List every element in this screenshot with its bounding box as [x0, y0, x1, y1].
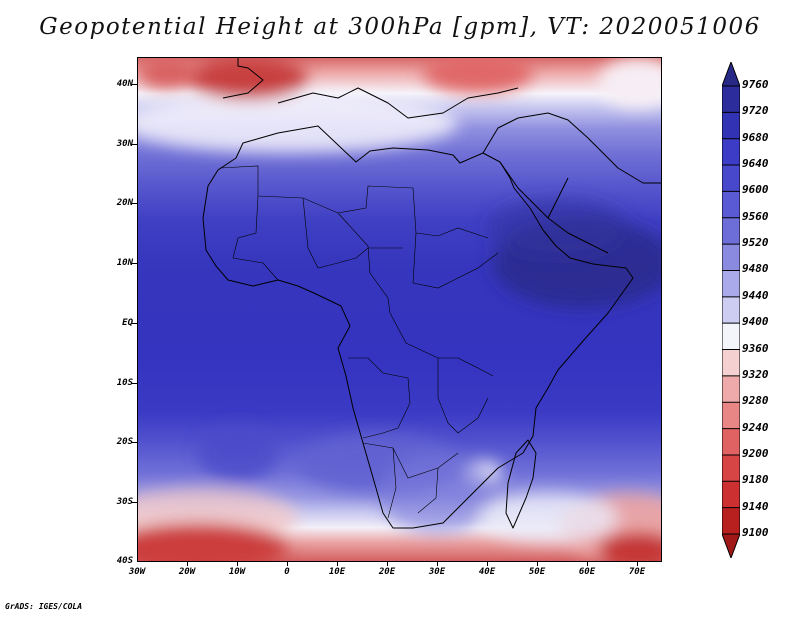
- colorbar-segment: [722, 428, 740, 456]
- middle-east-coastline: [482, 112, 661, 184]
- africa-coastline: [202, 125, 634, 529]
- lon-tick-label: 20W: [178, 567, 196, 577]
- colorbar-segment: [722, 112, 740, 140]
- colorbar-segment: [722, 481, 740, 509]
- colorbar: [722, 62, 740, 558]
- lat-tick-label: 20S: [116, 437, 133, 447]
- colorbar-level-label: 9560: [742, 209, 769, 223]
- colorbar-level-label: 9680: [742, 130, 769, 144]
- lon-tick-label: 10E: [328, 567, 346, 577]
- madagascar-coastline: [505, 439, 537, 529]
- height-field-features: [138, 58, 661, 561]
- colorbar-segment: [722, 454, 740, 482]
- lon-tick-label: 40E: [478, 567, 496, 577]
- geopotential-map: [138, 58, 661, 561]
- colorbar-level-label: 9640: [742, 157, 769, 171]
- map-title: Geopotential Height at 300hPa [gpm], VT:…: [39, 14, 761, 40]
- iberia-coastline: [222, 58, 264, 99]
- colorbar-segment: [722, 375, 740, 403]
- colorbar-segment: [722, 507, 740, 535]
- colorbar-segment: [722, 349, 740, 377]
- lat-tick-label: 10S: [116, 378, 133, 388]
- lon-tick-label: 20E: [378, 567, 396, 577]
- colorbar-bottom-arrow: [722, 534, 740, 558]
- mediterranean-coastline: [277, 87, 519, 119]
- lat-tick-label: 40S: [116, 556, 133, 566]
- colorbar-level-label: 9100: [742, 526, 769, 539]
- lon-tick-label: 10W: [228, 567, 246, 577]
- colorbar-level-label: 9240: [742, 420, 769, 434]
- coastlines: [202, 58, 661, 529]
- colorbar-segment: [722, 323, 740, 351]
- colorbar-level-label: 9280: [742, 394, 769, 408]
- colorbar-segment: [722, 138, 740, 166]
- lon-tick-label: 60E: [578, 567, 596, 577]
- country-borders: [219, 165, 499, 519]
- colorbar-segment: [722, 86, 740, 113]
- colorbar-level-label: 9360: [742, 341, 769, 355]
- lon-tick-label: 30E: [428, 567, 446, 577]
- lat-tick-label: 20N: [116, 198, 133, 208]
- colorbar-segment: [722, 244, 740, 271]
- colorbar-level-label: 9320: [742, 367, 769, 381]
- colorbar-level-label: 9200: [742, 446, 769, 460]
- lon-tick-label: 30W: [128, 567, 146, 577]
- colorbar-segments: [722, 62, 740, 558]
- lat-tick-label: 30N: [116, 139, 133, 149]
- colorbar-segment: [722, 165, 740, 192]
- colorbar-level-label: 9400: [742, 315, 769, 329]
- lon-tick-label: 0: [284, 567, 290, 577]
- colorbar-segment: [722, 217, 740, 245]
- persian-gulf-coast: [547, 177, 569, 219]
- lat-tick-label: 30S: [116, 497, 133, 507]
- colorbar-level-label: 9440: [742, 288, 769, 302]
- colorbar-segment: [722, 270, 740, 298]
- colorbar-segment: [722, 296, 740, 324]
- lon-tick-label: 50E: [528, 567, 546, 577]
- lon-tick-label: 70E: [628, 567, 646, 577]
- grads-credit: GrADS: IGES/COLA: [5, 602, 83, 611]
- colorbar-outline: [722, 62, 740, 558]
- colorbar-level-label: 9140: [742, 499, 769, 513]
- colorbar-top-arrow: [722, 62, 740, 86]
- map-plot-area: [137, 57, 662, 562]
- colorbar-level-label: 9480: [742, 262, 769, 276]
- lat-tick-label: EQ: [122, 318, 133, 328]
- colorbar-segment: [722, 191, 740, 219]
- colorbar-level-label: 9520: [742, 236, 769, 250]
- colorbar-level-label: 9600: [742, 183, 769, 197]
- colorbar-level-label: 9720: [742, 104, 769, 118]
- lat-tick-label: 10N: [116, 258, 133, 268]
- colorbar-level-label: 9180: [742, 473, 769, 487]
- colorbar-level-label: 9760: [742, 78, 769, 91]
- colorbar-segment: [722, 402, 740, 430]
- lat-tick-label: 40N: [116, 79, 133, 89]
